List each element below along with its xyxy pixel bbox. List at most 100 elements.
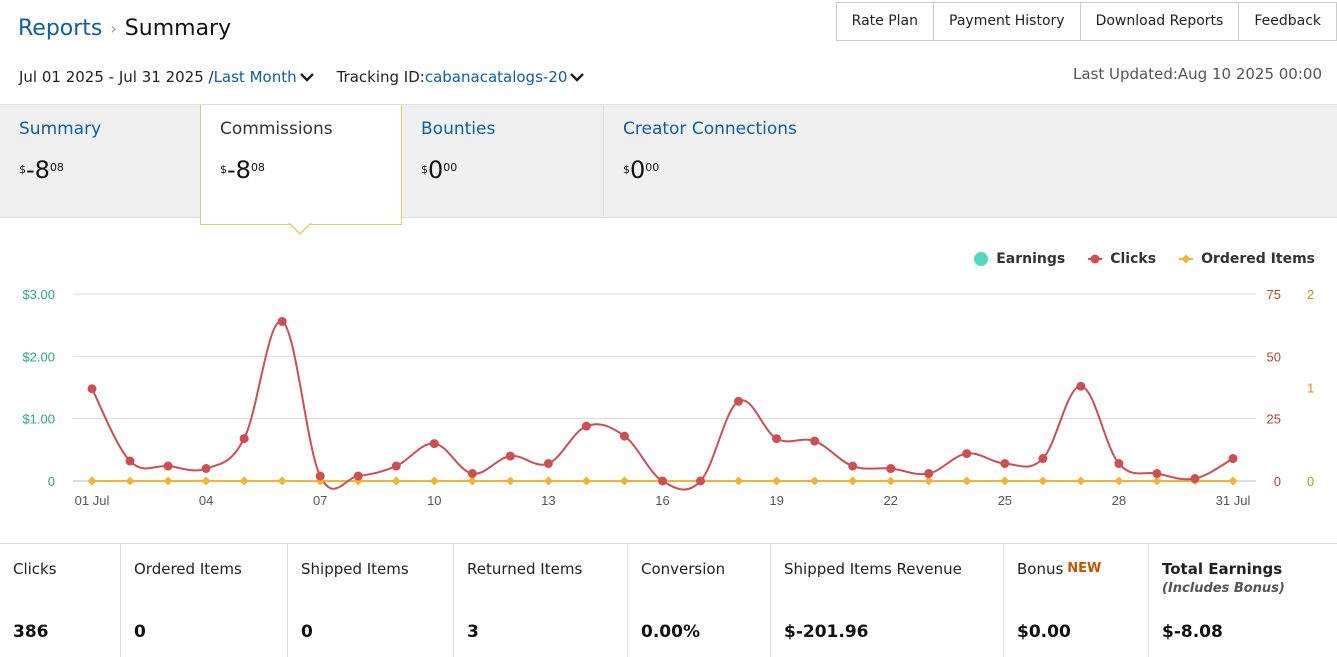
tab-amount: $ -8 08 (220, 157, 382, 183)
feedback-button[interactable]: Feedback (1238, 2, 1337, 41)
y-axis-ordered-tick: 2 (1307, 287, 1314, 302)
y-axis-earnings-tick: $1.00 (22, 412, 55, 427)
stat-shipped-items: Shipped Items 0 (288, 544, 454, 657)
legend-earnings-marker (974, 252, 989, 266)
tracking-id-label: Tracking ID: (336, 68, 425, 86)
ordered-items-point (886, 476, 896, 486)
chevron-down-icon[interactable] (299, 69, 315, 85)
y-axis-earnings-tick: $2.00 (22, 349, 55, 364)
payment-history-button[interactable]: Payment History (933, 2, 1080, 41)
breadcrumb-reports-link[interactable]: Reports (18, 16, 103, 41)
ordered-items-point (125, 476, 135, 486)
ordered-items-point (1228, 476, 1238, 486)
amount-cents: 00 (645, 161, 660, 174)
x-axis-tick: 10 (427, 493, 441, 508)
amount-main: -8 (227, 156, 251, 184)
ordered-items-point (467, 476, 477, 486)
amount-main: 0 (630, 156, 646, 184)
x-axis-tick: 04 (199, 493, 213, 508)
stat-bonus: Bonus NEW $0.00 (1004, 544, 1149, 657)
clicks-point (201, 464, 211, 474)
rate-plan-button[interactable]: Rate Plan (835, 2, 934, 41)
x-axis-tick: 16 (655, 493, 669, 508)
clicks-point (658, 476, 667, 486)
clicks-point (87, 384, 97, 394)
tab-summary[interactable]: Summary $ -8 08 (0, 105, 200, 218)
legend-earnings[interactable]: Earnings (973, 251, 1065, 267)
ordered-items-point (848, 476, 858, 486)
ordered-items-point (772, 476, 782, 486)
y-axis-earnings-tick: 0 (48, 474, 55, 489)
ordered-items-point (87, 476, 97, 486)
page-header: Reports › Summary Rate Plan Payment Histor… (0, 0, 1337, 105)
clicks-point (277, 316, 287, 326)
ordered-items-point (277, 476, 287, 486)
stat-value: $-8.08 (1162, 622, 1223, 642)
stat-value: 3 (467, 622, 479, 642)
earnings-tabs: Summary $ -8 08 Commissions $ -8 08 Bounties… (0, 105, 1337, 225)
clicks-point (429, 439, 439, 449)
stat-title: Ordered Items (134, 560, 242, 578)
clicks-point (391, 461, 401, 471)
amount-cents: 08 (250, 161, 265, 174)
tab-label: Summary (19, 119, 102, 139)
clicks-point (848, 461, 858, 471)
clicks-point (1152, 469, 1162, 479)
x-axis-tick: 13 (541, 493, 555, 508)
amount-main: -8 (26, 156, 50, 184)
legend-clicks[interactable]: Clicks (1087, 251, 1156, 267)
download-reports-button[interactable]: Download Reports (1079, 2, 1239, 41)
stat-title: Returned Items (467, 560, 583, 578)
clicks-point (505, 451, 515, 461)
clicks-point (962, 449, 972, 459)
last-updated-text: Last Updated:Aug 10 2025 00:00 (1073, 65, 1322, 83)
stat-title: Total Earnings (1162, 560, 1283, 578)
clicks-point (1038, 454, 1048, 464)
stat-value: 0 (134, 622, 146, 642)
ordered-items-point (924, 476, 934, 486)
breadcrumb: Reports › Summary (18, 16, 231, 41)
x-axis-tick: 28 (1112, 493, 1126, 508)
stat-title: Shipped Items (301, 560, 409, 578)
ordered-items-point (734, 476, 744, 486)
new-badge: NEW (1067, 561, 1102, 576)
tab-label: Creator Connections (623, 119, 797, 139)
stat-value: 386 (13, 622, 49, 642)
tab-commissions[interactable]: Commissions $ -8 08 (200, 105, 402, 225)
ordered-items-point (201, 476, 211, 486)
tab-label: Commissions (220, 119, 333, 139)
breadcrumb-separator: › (110, 19, 117, 38)
ordered-items-point (962, 476, 972, 486)
clicks-point (1228, 454, 1238, 464)
tab-creator-connections[interactable]: Creator Connections $0 00 (604, 105, 864, 218)
y-axis-clicks-tick: 25 (1267, 412, 1281, 427)
ordered-items-point (505, 476, 515, 486)
stat-total-earnings: Total Earnings (Includes Bonus) $-8.08 (1149, 544, 1337, 657)
date-range-text: Jul 01 2025 - Jul 31 2025 / (19, 68, 214, 86)
x-axis-tick: 07 (313, 493, 327, 508)
legend-clicks-marker (1088, 254, 1103, 264)
y-axis-clicks-tick: 50 (1267, 349, 1281, 364)
clicks-point (810, 436, 820, 446)
ordered-items-point (239, 476, 249, 486)
legend-ordered-label: Ordered Items (1201, 251, 1315, 267)
chevron-down-icon[interactable] (569, 69, 585, 85)
tracking-id-dropdown[interactable]: cabanacatalogs-20 (424, 68, 568, 86)
stat-title: Conversion (641, 560, 726, 578)
y-axis-clicks-tick: 75 (1267, 287, 1281, 302)
amount-currency: $ (19, 163, 26, 176)
stat-returned-items: Returned Items 3 (454, 544, 628, 657)
legend-ordered-items[interactable]: Ordered Items (1178, 251, 1315, 267)
clicks-point (696, 476, 706, 486)
stat-conversion: Conversion 0.00% (628, 544, 771, 657)
amount-currency: $ (623, 163, 630, 176)
clicks-line (91, 320, 1234, 491)
ordered-items-point (391, 476, 401, 486)
tab-amount: $0 00 (623, 157, 845, 183)
tab-bounties[interactable]: Bounties $0 00 (402, 105, 602, 218)
stat-value: $0.00 (1017, 622, 1071, 642)
tab-amount: $ -8 08 (19, 157, 181, 183)
stat-title: Clicks (13, 560, 57, 578)
y-axis-ordered-tick: 0 (1307, 474, 1314, 489)
period-dropdown[interactable]: Last Month (213, 68, 297, 86)
